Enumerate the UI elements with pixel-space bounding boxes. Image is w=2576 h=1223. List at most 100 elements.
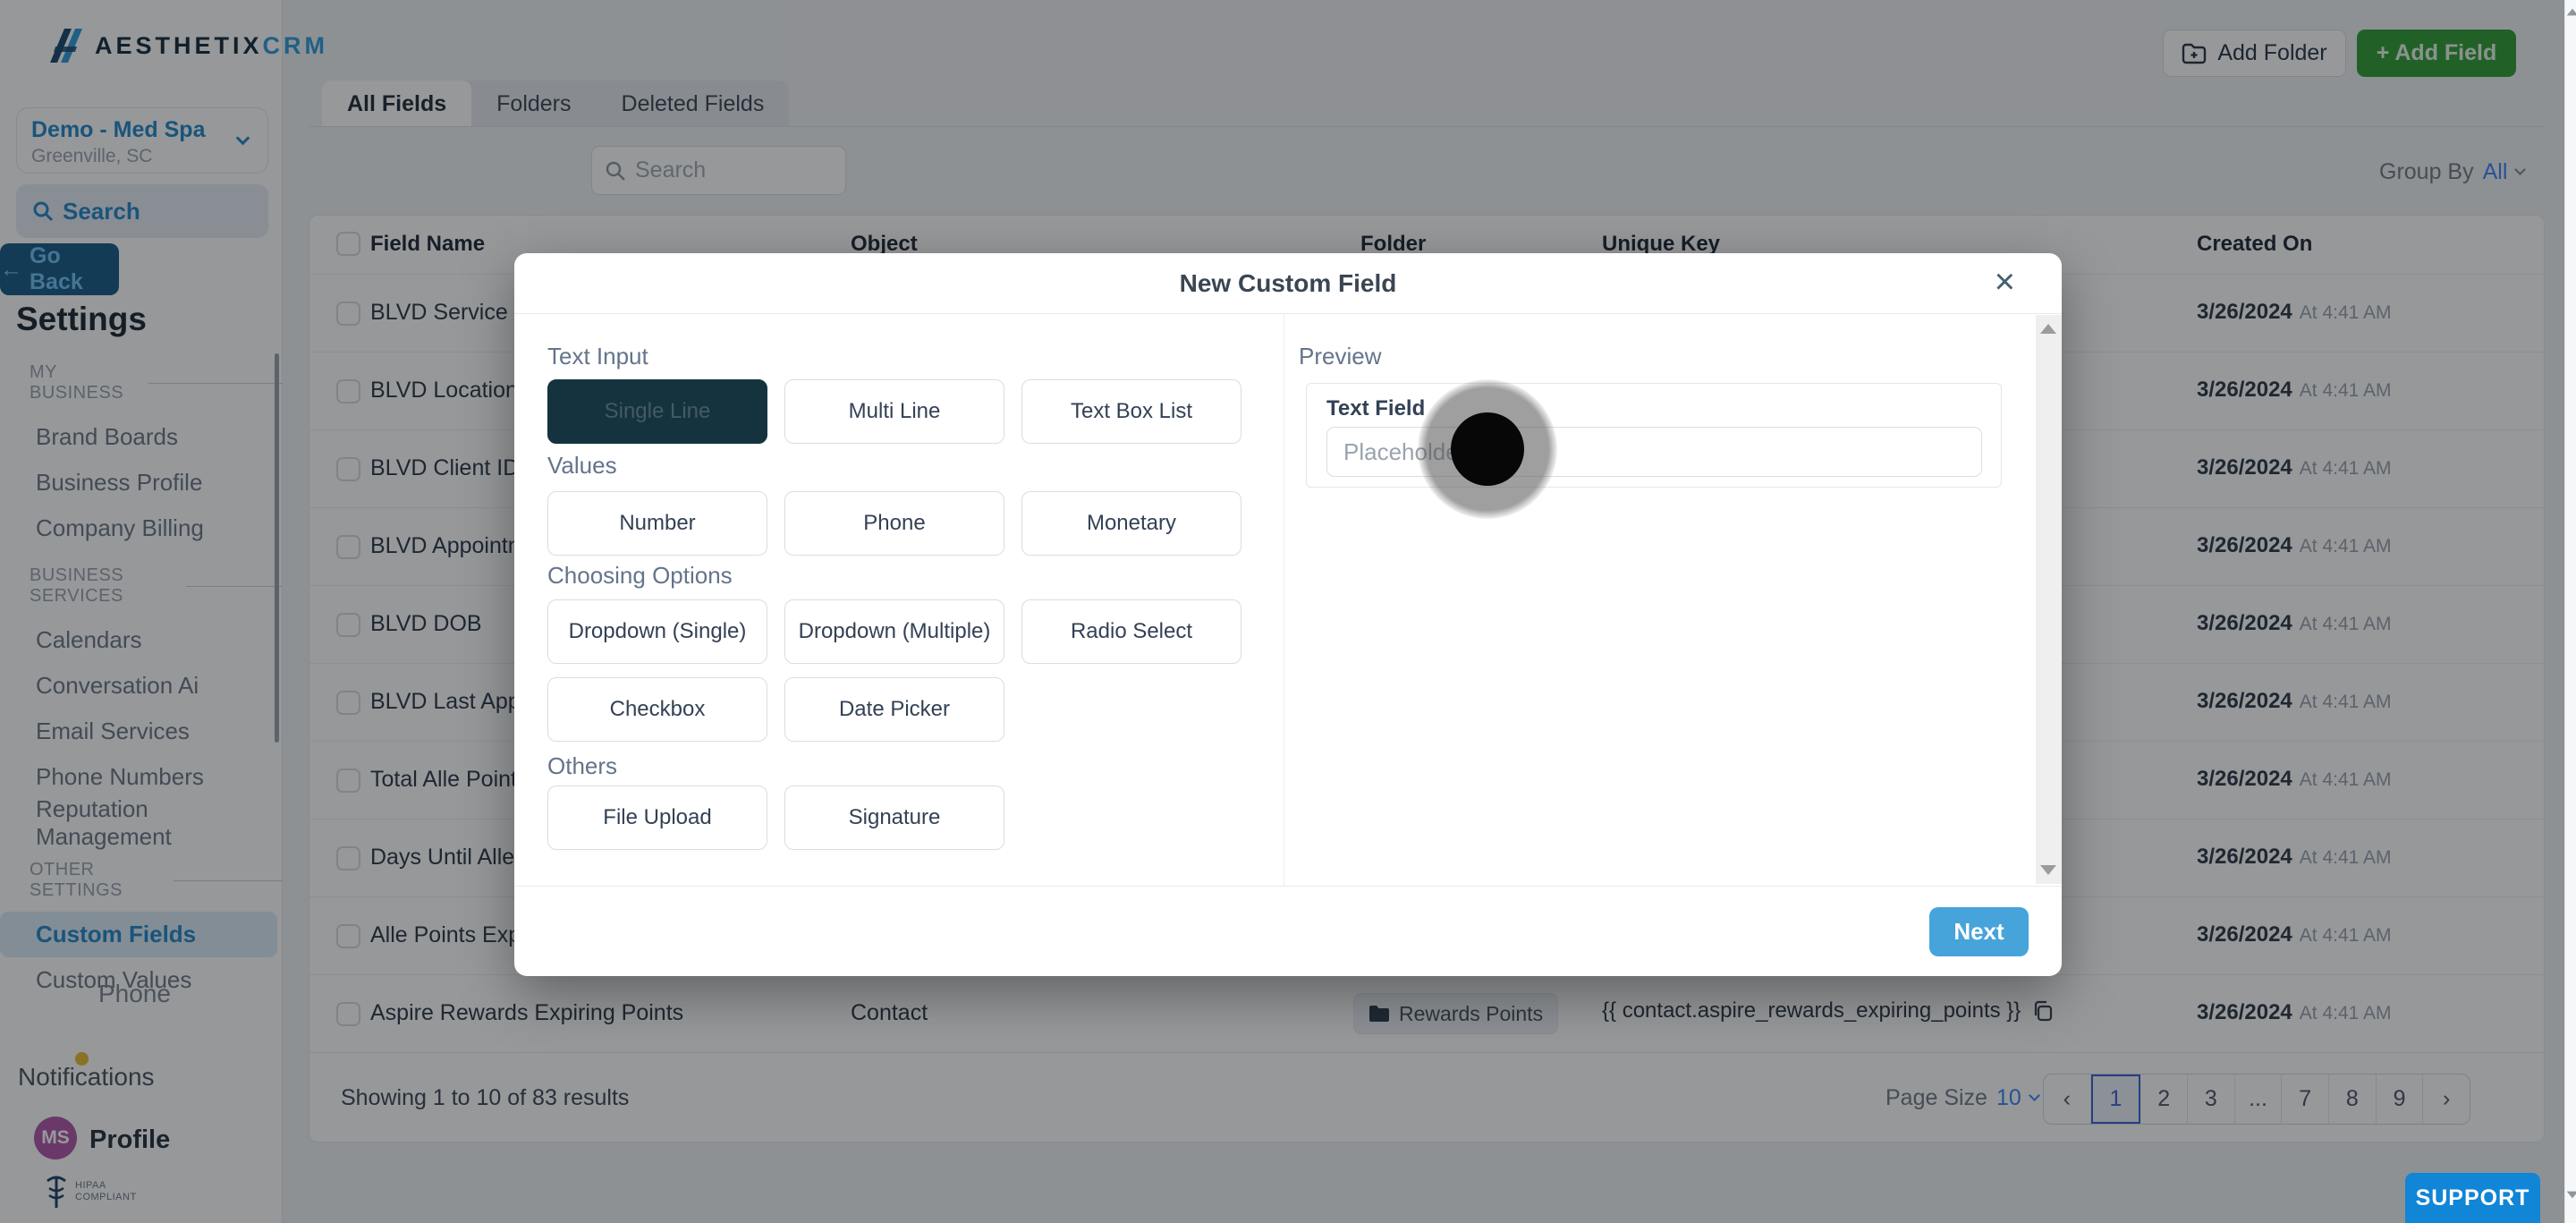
row-checkbox[interactable] xyxy=(336,924,360,948)
table-header-row: Field Name Object Folder Unique Key Crea… xyxy=(309,216,2544,274)
tab-deleted-fields[interactable]: Deleted Fields xyxy=(621,90,765,116)
field-name: Aspire Rewards Expiring Points xyxy=(370,1000,684,1025)
scroll-down-icon[interactable] xyxy=(2566,1191,2576,1199)
sidebar-item-custom-fields[interactable]: Custom Fields xyxy=(0,912,277,957)
table-search[interactable] xyxy=(591,146,846,195)
arrow-left-icon: ← xyxy=(0,256,22,282)
option-multi-line[interactable]: Multi Line xyxy=(784,379,1004,444)
preview-card: Text Field Placeholder xyxy=(1306,383,2002,488)
sidebar-item-phone-numbers[interactable]: Phone Numbers xyxy=(36,763,204,790)
option-text-box-list[interactable]: Text Box List xyxy=(1021,379,1241,444)
sidebar-scrollbar[interactable] xyxy=(275,353,279,743)
scroll-up-icon[interactable] xyxy=(2566,8,2576,16)
select-all-checkbox[interactable] xyxy=(336,232,360,256)
folder-badge[interactable]: Rewards Points xyxy=(1353,993,1559,1034)
modal-scrollbar[interactable] xyxy=(2036,315,2062,884)
search-input[interactable] xyxy=(635,157,832,183)
section-label-business-services: BUSINESS SERVICES xyxy=(0,565,283,607)
modal-footer-divider xyxy=(514,886,2062,887)
sidebar-search-button[interactable]: Search xyxy=(16,184,268,238)
sidebar-item-conversation-ai[interactable]: Conversation Ai xyxy=(36,672,199,699)
option-signature[interactable]: Signature xyxy=(784,786,1004,850)
sidebar-item-email-services[interactable]: Email Services xyxy=(36,718,190,744)
field-name: BLVD Service Na xyxy=(370,300,543,325)
add-field-button[interactable]: + Add Field xyxy=(2357,30,2516,77)
col-folder: Folder xyxy=(1360,232,1427,256)
sidebar-search-label: Search xyxy=(63,197,140,225)
modal-title: New Custom Field xyxy=(1179,268,1397,297)
option-phone[interactable]: Phone xyxy=(784,491,1004,556)
scroll-down-icon[interactable] xyxy=(2040,865,2056,875)
row-checkbox[interactable] xyxy=(336,535,360,559)
new-custom-field-modal: New Custom Field × Text Input Single Lin… xyxy=(514,253,2062,976)
sidebar-item-custom-values[interactable]: Custom Values xyxy=(36,966,192,993)
option-file-upload[interactable]: File Upload xyxy=(547,786,767,850)
sidebar-item-company-billing[interactable]: Company Billing xyxy=(36,514,204,541)
folder-plus-icon xyxy=(2182,43,2207,64)
row-checkbox[interactable] xyxy=(336,457,360,481)
support-button[interactable]: SUPPORT xyxy=(2405,1173,2540,1223)
field-name: Total Alle Points xyxy=(370,767,529,792)
option-single-line[interactable]: Single Line xyxy=(547,379,767,444)
pagination: ‹ 1 2 3 ... 7 8 9 › xyxy=(2043,1074,2470,1125)
add-folder-button[interactable]: Add Folder xyxy=(2163,30,2346,77)
next-button[interactable]: Next xyxy=(1929,907,2029,956)
page-1[interactable]: 1 xyxy=(2090,1074,2141,1124)
created-on: 3/26/2024 At 4:41 AM xyxy=(2197,300,2392,324)
row-checkbox[interactable] xyxy=(336,769,360,793)
created-on: 3/26/2024 At 4:41 AM xyxy=(2197,767,2392,791)
option-number[interactable]: Number xyxy=(547,491,767,556)
group-by-value: All xyxy=(2482,159,2508,184)
tab-bar: All Fields Folders Deleted Fields xyxy=(322,81,790,127)
row-checkbox[interactable] xyxy=(336,1002,360,1026)
sidebar-item-notifications[interactable]: Notifications xyxy=(18,1063,155,1091)
created-on: 3/26/2024 At 4:41 AM xyxy=(2197,922,2392,947)
option-dropdown-single[interactable]: Dropdown (Single) xyxy=(547,599,767,664)
sidebar-item-phone[interactable]: Phone xyxy=(98,980,171,1007)
avatar[interactable]: MS xyxy=(34,1117,77,1159)
sidebar-item-reputation-management[interactable]: Reputation Management xyxy=(36,794,172,850)
row-checkbox[interactable] xyxy=(336,691,360,715)
table-row[interactable]: BLVD Last Appoi 3/26/2024 At 4:41 AM xyxy=(309,663,2544,741)
page-prev[interactable]: ‹ xyxy=(2044,1074,2091,1124)
option-monetary[interactable]: Monetary xyxy=(1021,491,1241,556)
go-back-button[interactable]: ← Go Back xyxy=(0,243,119,295)
option-dropdown-multiple[interactable]: Dropdown (Multiple) xyxy=(784,599,1004,664)
group-by-label: Group By xyxy=(2379,159,2474,184)
tab-folders[interactable]: Folders xyxy=(496,90,572,116)
page-next[interactable]: › xyxy=(2443,1086,2451,1111)
account-switcher[interactable]: Demo - Med Spa Greenville, SC xyxy=(16,107,268,174)
row-checkbox[interactable] xyxy=(336,846,360,871)
group-by-control[interactable]: Group By All xyxy=(2379,159,2527,185)
row-checkbox[interactable] xyxy=(336,379,360,403)
close-icon[interactable]: × xyxy=(1994,262,2015,302)
page-7[interactable]: 7 xyxy=(2282,1074,2330,1124)
option-checkbox[interactable]: Checkbox xyxy=(547,677,767,742)
created-on: 3/26/2024 At 4:41 AM xyxy=(2197,1000,2392,1024)
page-2[interactable]: 2 xyxy=(2140,1074,2189,1124)
created-on: 3/26/2024 At 4:41 AM xyxy=(2197,533,2392,557)
scroll-up-icon[interactable] xyxy=(2040,324,2056,334)
option-radio-select[interactable]: Radio Select xyxy=(1021,599,1241,664)
page-ellipsis[interactable]: ... xyxy=(2235,1074,2283,1124)
sidebar-item-brand-boards[interactable]: Brand Boards xyxy=(36,423,178,450)
unique-key: {{ contact.aspire_rewards_expiring_point… xyxy=(1602,998,2055,1023)
copy-icon[interactable] xyxy=(2031,999,2055,1023)
page-scrollbar[interactable] xyxy=(2564,0,2576,1223)
col-field-name: Field Name xyxy=(370,232,486,256)
sidebar-item-profile[interactable]: Profile xyxy=(89,1125,171,1154)
preview-heading: Preview xyxy=(1299,343,1382,369)
sidebar-item-business-profile[interactable]: Business Profile xyxy=(36,469,203,496)
hipaa-compliant-logo: HIPAA COMPLIANT xyxy=(45,1174,137,1210)
field-name: BLVD Location N xyxy=(370,378,540,403)
page-8[interactable]: 8 xyxy=(2329,1074,2377,1124)
col-created-on: Created On xyxy=(2197,232,2313,256)
tab-all-fields[interactable]: All Fields xyxy=(322,81,472,127)
row-checkbox[interactable] xyxy=(336,613,360,637)
page-3[interactable]: 3 xyxy=(2188,1074,2235,1124)
row-checkbox[interactable] xyxy=(336,302,360,326)
page-9[interactable]: 9 xyxy=(2377,1074,2424,1124)
page-size-control[interactable]: Page Size 10 xyxy=(1885,1085,2040,1111)
option-date-picker[interactable]: Date Picker xyxy=(784,677,1004,742)
sidebar-item-calendars[interactable]: Calendars xyxy=(36,626,142,653)
